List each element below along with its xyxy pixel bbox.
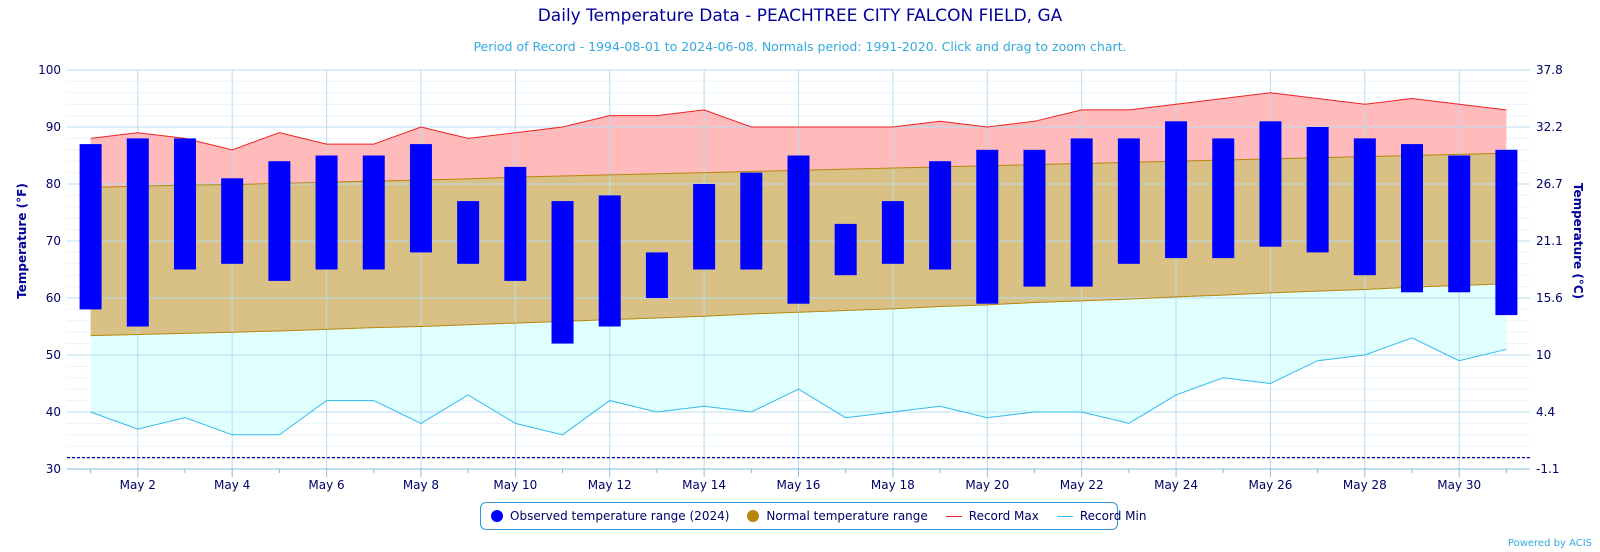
observed-range-bar <box>409 144 432 253</box>
observed-range-bar <box>79 144 102 310</box>
observed-range-bar <box>1401 144 1424 293</box>
x-tick-label: May 22 <box>1060 478 1104 492</box>
x-tick-label: May 16 <box>777 478 821 492</box>
legend-item-record-max[interactable]: Record Max <box>945 509 1039 523</box>
observed-range-bar <box>693 184 716 270</box>
y-axis-label-right: Temperature (°C) <box>1571 182 1585 300</box>
chart-title: Daily Temperature Data - PEACHTREE CITY … <box>537 6 1063 26</box>
legend-label-normal: Normal temperature range <box>766 509 928 523</box>
y-axis-label-left: Temperature (°F) <box>15 183 29 299</box>
observed-range-bar <box>268 161 291 281</box>
observed-range-bar <box>1259 121 1282 247</box>
observed-range-bar <box>504 166 527 281</box>
y-tick-label-right: 21.1 <box>1536 234 1563 248</box>
observed-range-bar <box>787 155 810 304</box>
y-tick-label-left: 60 <box>46 291 61 305</box>
y-tick-label-right: 32.2 <box>1536 120 1563 134</box>
observed-range-bar <box>1165 121 1188 259</box>
x-tick-label: May 20 <box>965 478 1009 492</box>
y-tick-label-left: 30 <box>46 462 61 476</box>
y-tick-label-left: 40 <box>46 405 61 419</box>
legend-label-record-min: Record Min <box>1079 509 1147 523</box>
x-tick-label: May 4 <box>214 478 250 492</box>
observed-range-bar <box>645 252 668 298</box>
y-tick-label-left: 100 <box>38 63 61 77</box>
observed-range-bar <box>173 138 196 270</box>
x-tick-label: May 6 <box>308 478 344 492</box>
legend-item-normal[interactable]: Normal temperature range <box>747 509 928 523</box>
legend-record-min-line-icon <box>1056 515 1073 517</box>
record-min-line <box>90 337 1507 436</box>
x-tick-label: May 2 <box>120 478 156 492</box>
y-tick-label-left: 70 <box>46 234 61 248</box>
observed-range-bar <box>1117 138 1140 264</box>
x-tick-label: May 30 <box>1437 478 1481 492</box>
legend-item-record-min[interactable]: Record Min <box>1056 509 1147 523</box>
observed-range-bar <box>881 201 904 264</box>
y-tick-label-right: 4.4 <box>1536 405 1555 419</box>
x-tick-label: May 14 <box>682 478 726 492</box>
x-tick-label: May 8 <box>403 478 439 492</box>
y-tick-label-right: -1.1 <box>1536 462 1559 476</box>
y-tick-label-left: 50 <box>46 348 61 362</box>
legend-normal-dot-icon <box>747 510 760 522</box>
y-tick-label-right: 10 <box>1536 348 1551 362</box>
y-tick-label-right: 26.7 <box>1536 177 1563 191</box>
observed-range-bar <box>1495 149 1518 316</box>
observed-range-bar <box>1212 138 1235 259</box>
chart-legend: Observed temperature range (2024) Normal… <box>480 502 1146 530</box>
x-tick-label: May 18 <box>871 478 915 492</box>
observed-range-bar <box>598 195 621 327</box>
x-tick-label: May 26 <box>1248 478 1292 492</box>
powered-by-credit[interactable]: Powered by ACIS <box>1507 538 1592 549</box>
observed-range-bar <box>1023 149 1046 287</box>
observed-range-bar <box>1448 155 1471 293</box>
observed-range-bar <box>551 201 574 344</box>
normal-low-line <box>90 283 1507 337</box>
observed-range-bar <box>315 155 338 270</box>
observed-range-bar <box>1306 127 1329 253</box>
observed-range-bar <box>740 172 763 270</box>
legend-item-observed[interactable]: Observed temperature range (2024) <box>491 509 729 523</box>
chart-subtitle: Period of Record - 1994-08-01 to 2024-06… <box>473 39 1127 54</box>
observed-range-bar <box>1353 138 1376 276</box>
legend-label-record-max: Record Max <box>968 509 1039 523</box>
observed-range-bar <box>221 178 244 264</box>
observed-range-bar <box>457 201 480 264</box>
observed-range-bar <box>126 138 149 327</box>
legend-observed-dot-icon <box>491 510 503 522</box>
observed-range-bar <box>834 223 857 276</box>
y-tick-label-left: 80 <box>46 177 61 191</box>
legend-record-max-line-icon <box>945 515 962 517</box>
observed-range-bar <box>976 149 999 304</box>
x-tick-label: May 24 <box>1154 478 1198 492</box>
observed-range-bar <box>1070 138 1093 287</box>
x-tick-label: May 12 <box>588 478 632 492</box>
record-max-line <box>90 92 1507 151</box>
y-tick-label-right: 15.6 <box>1536 291 1563 305</box>
x-tick-label: May 10 <box>493 478 537 492</box>
y-tick-label-right: 37.8 <box>1536 63 1563 77</box>
observed-range-bar <box>362 155 385 270</box>
legend-label-observed: Observed temperature range (2024) <box>510 509 730 523</box>
y-tick-label-left: 90 <box>46 120 61 134</box>
x-tick-label: May 28 <box>1343 478 1387 492</box>
observed-range-bar <box>929 161 952 270</box>
